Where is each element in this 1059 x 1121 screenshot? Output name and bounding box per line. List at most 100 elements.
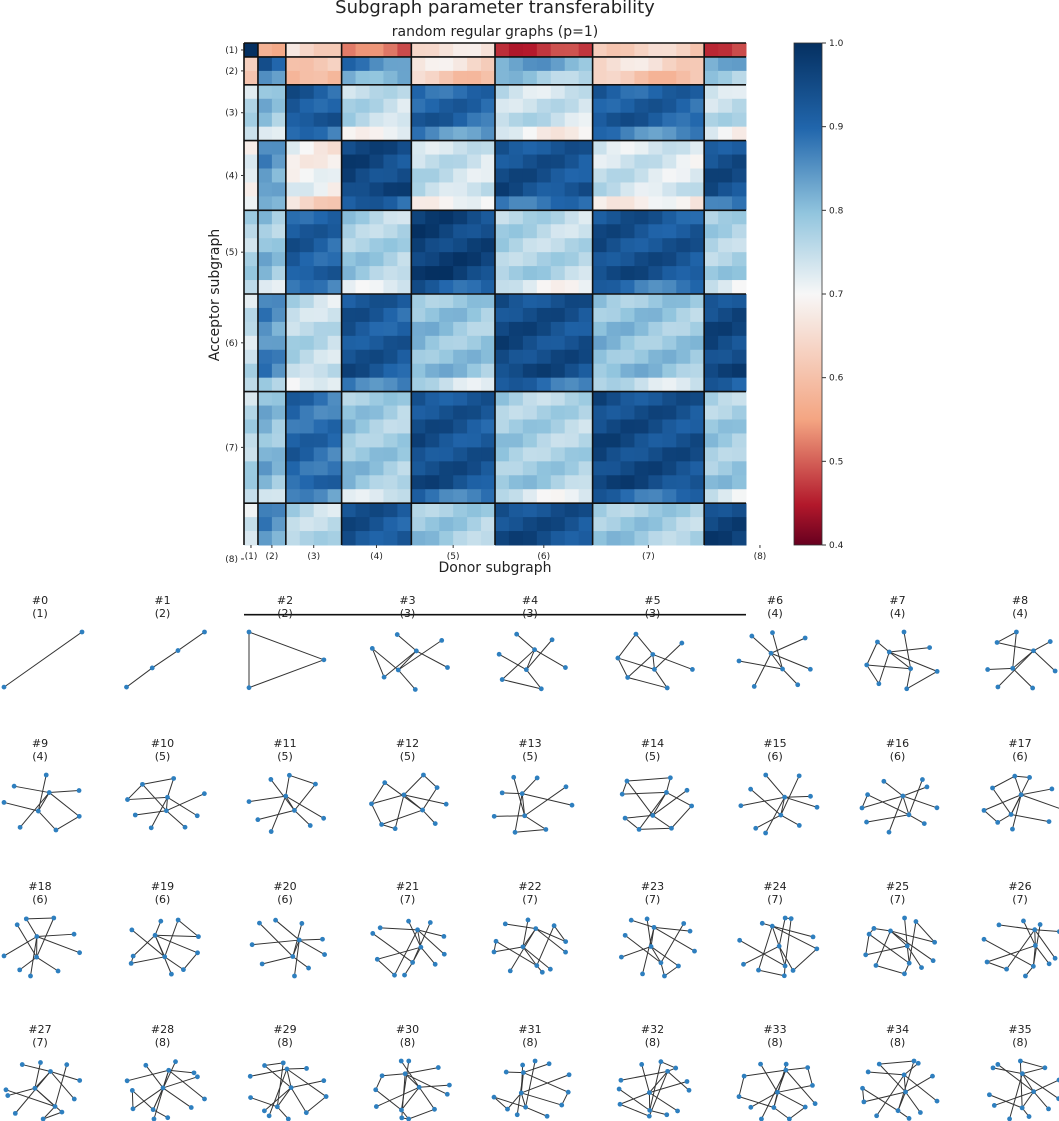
- heatmap-cell: [467, 84, 482, 100]
- heatmap-cell: [383, 349, 398, 365]
- heatmap-cell: [620, 84, 635, 100]
- graph-node: [38, 1060, 43, 1065]
- heatmap-cell: [690, 489, 705, 504]
- heatmap-cell: [481, 98, 496, 114]
- graph-node: [523, 1104, 528, 1110]
- heatmap-cell: [578, 84, 594, 100]
- heatmap-cell: [369, 447, 384, 462]
- graph-node: [796, 773, 802, 779]
- subgraph-group: (5): [155, 750, 171, 763]
- heatmap-cell: [578, 224, 594, 239]
- heatmap-cell: [592, 70, 608, 86]
- graph-node: [650, 813, 656, 818]
- heatmap-cell: [425, 335, 440, 351]
- heatmap-cell: [299, 154, 315, 169]
- heatmap-cell: [522, 126, 538, 142]
- heatmap-cell: [634, 447, 649, 462]
- graph-node: [522, 813, 528, 819]
- heatmap-cell: [411, 294, 426, 309]
- heatmap-cell: [662, 307, 677, 323]
- heatmap-cell: [592, 56, 608, 72]
- subgraph-id: #32: [641, 1023, 664, 1036]
- heatmap-cell: [299, 238, 315, 253]
- heatmap-cell: [425, 140, 440, 156]
- heatmap-cell: [606, 126, 621, 142]
- subgraph-drawing: [125, 776, 207, 831]
- heatmap-cell: [718, 377, 733, 393]
- graph-node: [17, 967, 23, 973]
- heatmap-cell: [662, 321, 677, 337]
- heatmap-cell: [383, 238, 398, 253]
- graph-node: [736, 1094, 742, 1100]
- heatmap-cell: [453, 517, 468, 532]
- graph-node: [166, 1067, 172, 1073]
- heatmap-cell: [536, 531, 552, 546]
- graph-node: [415, 927, 420, 933]
- heatmap-cell: [327, 84, 343, 100]
- graph-node: [1018, 792, 1024, 798]
- heatmap-cell: [341, 126, 357, 142]
- heatmap-cell: [425, 321, 440, 337]
- heatmap-cell: [648, 70, 663, 86]
- subgraph-id: #7: [889, 594, 905, 607]
- heatmap-cell: [313, 154, 329, 169]
- heatmap-cell: [439, 43, 454, 58]
- subgraph-drawing: [124, 1059, 207, 1121]
- heatmap-cell: [257, 405, 273, 420]
- heatmap-cell: [285, 503, 301, 518]
- graph-node: [563, 939, 569, 945]
- heatmap-cell: [369, 419, 384, 434]
- subgraph-id: #9: [32, 737, 48, 750]
- heatmap-cell: [648, 252, 663, 267]
- graph-node: [782, 963, 788, 969]
- heatmap-cell: [732, 489, 747, 504]
- heatmap-cell: [411, 363, 426, 379]
- heatmap-cell: [578, 43, 594, 58]
- heatmap-cell: [481, 154, 496, 169]
- graph-node: [140, 781, 145, 787]
- heatmap-cell: [397, 43, 412, 58]
- heatmap-cell: [550, 531, 566, 546]
- heatmap-cell: [327, 70, 343, 86]
- graph-node: [401, 792, 407, 798]
- heatmap-cell: [355, 70, 370, 86]
- heatmap-cell: [676, 321, 691, 337]
- heatmap-cell: [257, 210, 273, 225]
- heatmap-cell: [299, 503, 315, 518]
- graph-node: [995, 684, 1001, 690]
- heatmap-cell: [536, 98, 552, 114]
- heatmap-cell: [606, 433, 621, 448]
- graph-node: [171, 776, 177, 781]
- heatmap-cell: [648, 349, 663, 365]
- graph-node: [520, 1070, 526, 1075]
- heatmap-cell: [313, 43, 329, 58]
- heatmap-cell: [244, 154, 259, 169]
- heatmap-cell: [327, 433, 343, 448]
- graph-node: [369, 646, 375, 651]
- heatmap-cell: [383, 307, 398, 323]
- heatmap-cell: [495, 447, 510, 462]
- colorbar-tick-label: 0.6: [829, 374, 844, 384]
- heatmap-cell: [299, 391, 315, 407]
- heatmap-cell: [341, 531, 357, 546]
- heatmap-cell: [341, 224, 357, 239]
- heatmap-cell: [341, 517, 357, 532]
- heatmap-cell: [467, 224, 482, 239]
- x-tick-label: (7): [642, 552, 655, 562]
- heatmap-cell: [327, 503, 343, 518]
- heatmap-cell: [271, 196, 287, 211]
- heatmap-cell: [718, 56, 733, 72]
- heatmap-cell: [508, 461, 524, 476]
- heatmap-cell: [299, 56, 315, 72]
- graph-node: [904, 686, 910, 692]
- heatmap-cell: [620, 126, 635, 142]
- graph-node: [915, 1060, 921, 1066]
- graph-node: [1042, 1065, 1048, 1071]
- heatmap-cell: [369, 224, 384, 239]
- heatmap-cell: [467, 405, 482, 420]
- heatmap-cell: [299, 335, 315, 351]
- heatmap-cell: [648, 210, 663, 225]
- heatmap-cell: [467, 335, 482, 351]
- heatmap-cell: [550, 112, 566, 128]
- graph-node: [650, 652, 656, 657]
